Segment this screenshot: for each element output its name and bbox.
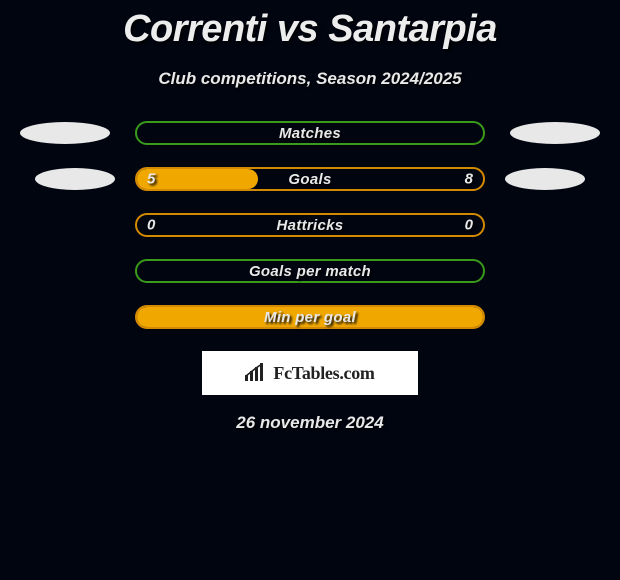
chart-icon bbox=[245, 363, 267, 383]
bar-label: Hattricks bbox=[277, 217, 344, 234]
left-ellipse bbox=[20, 122, 110, 144]
source-badge: FcTables.com bbox=[202, 351, 418, 395]
stat-rows: Matches 5 Goals 8 0 Hattricks 0 Goals per match… bbox=[0, 121, 620, 329]
bar-label: Goals per match bbox=[249, 263, 371, 280]
stat-row: 5 Goals 8 bbox=[0, 167, 620, 191]
subtitle: Club competitions, Season 2024/2025 bbox=[0, 69, 620, 89]
left-ellipse bbox=[35, 168, 115, 190]
bar-label: Matches bbox=[279, 125, 341, 142]
stat-bar: Min per goal bbox=[135, 305, 485, 329]
bar-label: Goals bbox=[288, 171, 331, 188]
right-ellipse bbox=[510, 122, 600, 144]
bar-label: Min per goal bbox=[264, 309, 356, 326]
stat-bar: 5 Goals 8 bbox=[135, 167, 485, 191]
bar-value-right: 0 bbox=[465, 217, 473, 234]
right-ellipse bbox=[505, 168, 585, 190]
date: 26 november 2024 bbox=[0, 413, 620, 433]
stat-bar: Goals per match bbox=[135, 259, 485, 283]
stat-row: 0 Hattricks 0 bbox=[0, 213, 620, 237]
page-title: Correnti vs Santarpia bbox=[0, 0, 620, 51]
stat-row: Min per goal bbox=[0, 305, 620, 329]
bar-value-right: 8 bbox=[465, 171, 473, 188]
bar-value-left: 5 bbox=[147, 171, 155, 188]
bar-value-left: 0 bbox=[147, 217, 155, 234]
stat-row: Matches bbox=[0, 121, 620, 145]
badge-text: FcTables.com bbox=[273, 363, 374, 384]
stat-bar: 0 Hattricks 0 bbox=[135, 213, 485, 237]
stat-row: Goals per match bbox=[0, 259, 620, 283]
stat-bar: Matches bbox=[135, 121, 485, 145]
